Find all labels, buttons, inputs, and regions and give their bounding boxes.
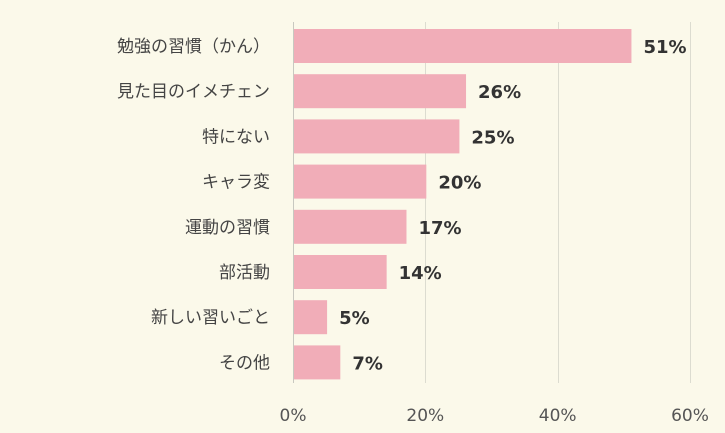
bar <box>294 300 328 335</box>
value-label: 25% <box>471 127 514 148</box>
x-tick-label: 0% <box>280 406 307 426</box>
x-tick-label: 60% <box>671 406 709 426</box>
category-label: 運動の習慣 <box>185 218 270 238</box>
x-tick-label: 40% <box>539 406 577 426</box>
value-label: 7% <box>352 353 383 374</box>
category-label: 新しい習いごと <box>151 308 270 328</box>
category-label: 見た目のイメチェン <box>117 82 270 102</box>
bar <box>294 255 387 289</box>
value-label: 14% <box>399 263 442 284</box>
value-label: 5% <box>339 308 370 329</box>
bar <box>294 164 427 199</box>
category-label: キャラ変 <box>202 173 270 193</box>
bar <box>294 209 407 244</box>
value-label: 17% <box>418 218 461 239</box>
category-label: その他 <box>219 353 270 373</box>
category-label: 勉強の習慣（かん） <box>117 37 270 57</box>
x-tick-label: 20% <box>406 406 444 426</box>
value-label: 20% <box>438 173 481 194</box>
bar <box>294 119 460 154</box>
bar <box>294 29 632 63</box>
category-label: 特にない <box>202 127 270 147</box>
value-label: 51% <box>643 37 686 58</box>
bar <box>294 74 467 109</box>
value-label: 26% <box>478 82 521 103</box>
category-label: 部活動 <box>219 263 270 283</box>
bar <box>294 345 341 380</box>
